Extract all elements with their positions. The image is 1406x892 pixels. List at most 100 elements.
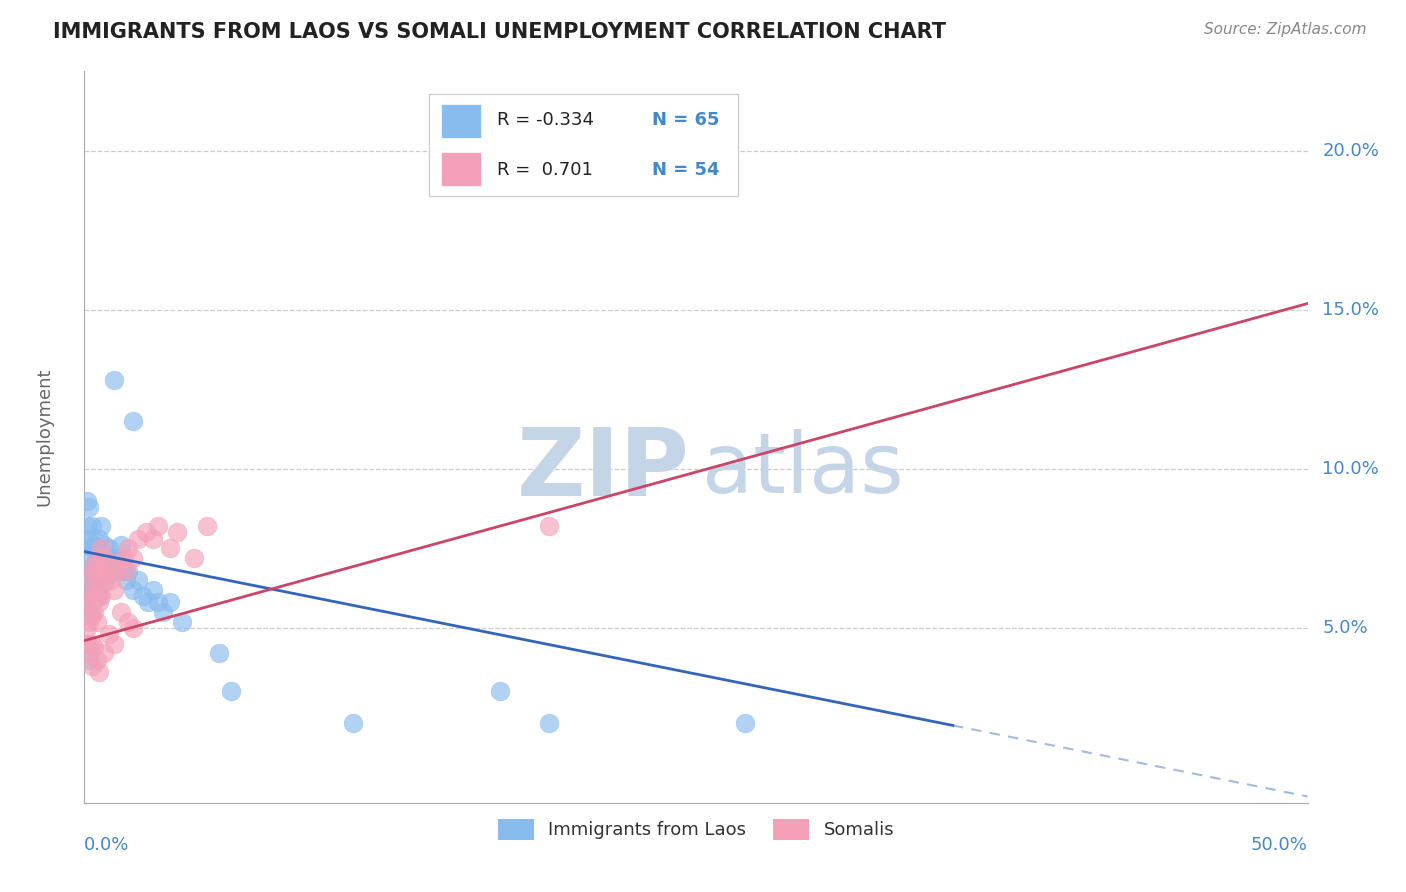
Point [122, 621, 145, 635]
Point [77, 500, 100, 514]
Point [96, 550, 118, 565]
Point [142, 532, 165, 546]
Point [76, 621, 98, 635]
Point [87, 665, 110, 680]
Legend: Immigrants from Laos, Somalis: Immigrants from Laos, Somalis [488, 810, 904, 848]
Point [122, 414, 145, 428]
Text: N = 54: N = 54 [651, 161, 718, 178]
Point [110, 538, 132, 552]
Point [219, 684, 242, 698]
Text: R = -0.334: R = -0.334 [496, 112, 593, 129]
Point [90, 564, 112, 578]
Point [76, 637, 98, 651]
Point [342, 716, 364, 731]
Text: Unemployment: Unemployment [35, 368, 53, 507]
Text: R =  0.701: R = 0.701 [496, 161, 593, 178]
Point [93, 646, 115, 660]
Point [489, 684, 512, 698]
Point [77, 595, 100, 609]
Point [77, 608, 100, 623]
Point [80, 564, 103, 578]
Point [77, 550, 100, 565]
Text: ZIP: ZIP [517, 424, 690, 516]
Point [159, 595, 181, 609]
Point [90, 589, 112, 603]
Point [103, 582, 125, 597]
Text: 10.0%: 10.0% [1322, 460, 1379, 478]
Point [115, 573, 138, 587]
Point [80, 541, 103, 556]
Point [103, 564, 125, 578]
Point [86, 653, 108, 667]
Point [77, 532, 100, 546]
Point [86, 615, 108, 629]
Point [122, 550, 145, 565]
Point [87, 532, 110, 546]
Point [152, 605, 174, 619]
Point [80, 589, 103, 603]
Bar [441, 153, 481, 186]
Point [77, 595, 100, 609]
Point [76, 564, 98, 578]
Point [117, 615, 139, 629]
Point [172, 615, 194, 629]
Point [80, 637, 103, 651]
Point [86, 582, 108, 597]
Point [110, 558, 132, 572]
Text: Source: ZipAtlas.com: Source: ZipAtlas.com [1204, 22, 1367, 37]
Text: 20.0%: 20.0% [1322, 142, 1379, 160]
Point [100, 550, 122, 565]
Point [83, 573, 105, 587]
Point [115, 564, 138, 578]
Point [93, 576, 115, 591]
Point [586, 144, 609, 158]
Point [90, 544, 112, 558]
Point [80, 659, 103, 673]
Point [77, 646, 100, 660]
Point [77, 576, 100, 591]
Point [76, 493, 98, 508]
Point [97, 558, 120, 572]
Point [538, 716, 561, 731]
Point [208, 646, 231, 660]
Point [86, 589, 108, 603]
Point [117, 541, 139, 556]
Point [83, 558, 105, 572]
Point [93, 550, 115, 565]
Text: 15.0%: 15.0% [1322, 301, 1379, 318]
Point [734, 716, 756, 731]
Point [103, 637, 125, 651]
Bar [441, 104, 481, 137]
Point [96, 564, 118, 578]
Point [83, 538, 105, 552]
Point [86, 544, 108, 558]
Point [83, 582, 105, 597]
Point [166, 525, 188, 540]
Point [87, 576, 110, 591]
Point [76, 519, 98, 533]
Point [93, 538, 115, 552]
Point [76, 595, 98, 609]
Point [97, 627, 120, 641]
Point [135, 525, 157, 540]
Point [90, 564, 112, 578]
Text: N = 65: N = 65 [651, 112, 718, 129]
Point [146, 519, 169, 533]
Point [80, 564, 103, 578]
Point [77, 653, 100, 667]
Point [100, 573, 122, 587]
Point [195, 519, 218, 533]
Text: 50.0%: 50.0% [1251, 836, 1308, 854]
Point [83, 558, 105, 572]
Point [77, 564, 100, 578]
Point [159, 541, 181, 556]
Point [87, 573, 110, 587]
Point [110, 605, 132, 619]
Point [136, 595, 159, 609]
Point [87, 550, 110, 565]
Point [103, 373, 125, 387]
Point [76, 595, 98, 609]
Point [127, 532, 149, 546]
Point [87, 550, 110, 565]
Point [93, 573, 115, 587]
